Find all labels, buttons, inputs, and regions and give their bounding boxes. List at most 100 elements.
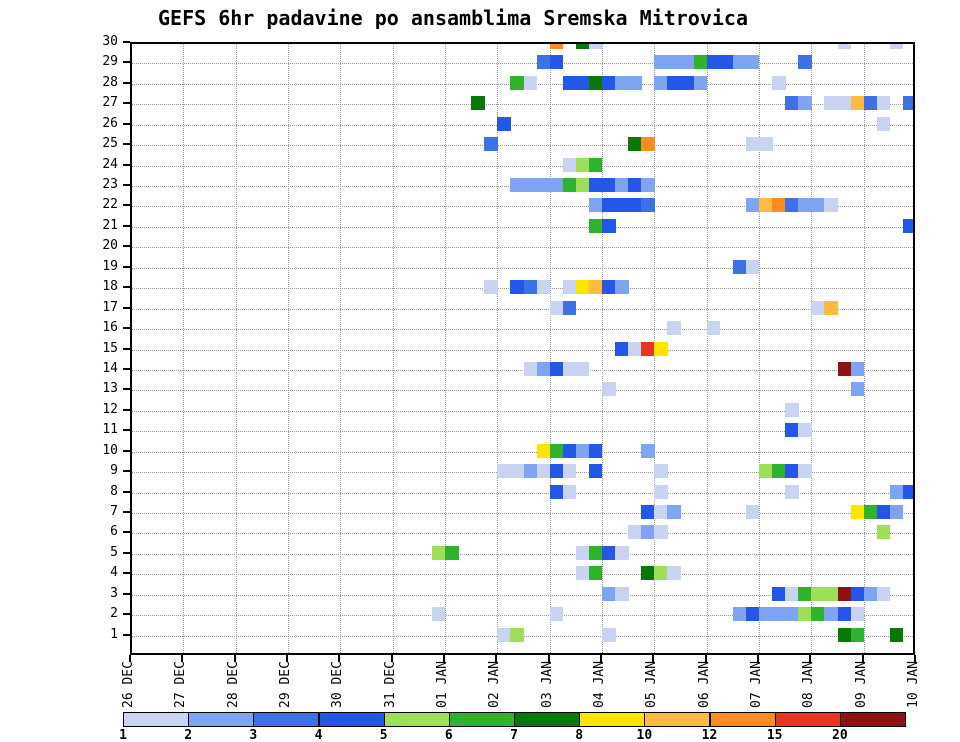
gridline-vertical [235, 44, 237, 653]
y-tick-label: 27 [102, 95, 118, 111]
heatmap-cell [549, 464, 564, 479]
heatmap-cell [811, 586, 825, 601]
heatmap-cell [549, 484, 564, 499]
heatmap-cell [837, 586, 852, 601]
y-tick-label: 24 [102, 156, 118, 172]
x-axis-tick [704, 655, 707, 662]
chart-title: GEFS 6hr padavine po ansamblima Sremska … [158, 6, 749, 30]
heatmap-cell [641, 443, 655, 458]
colorbar-label: 7 [510, 728, 518, 742]
x-axis-tick [286, 655, 288, 662]
y-axis-tick [123, 572, 130, 575]
gridline-vertical [288, 44, 289, 653]
x-axis-tick [495, 655, 498, 662]
gridline-vertical [706, 44, 708, 653]
heatmap-cell [536, 280, 551, 295]
y-axis-tick [123, 551, 130, 554]
y-tick-label: 3 [110, 585, 118, 601]
heatmap-cell [641, 137, 655, 152]
gridline-horizontal [132, 410, 913, 412]
heatmap-cell [772, 607, 786, 622]
heatmap-cell [863, 96, 878, 111]
heatmap-cell [510, 627, 524, 642]
heatmap-cell [641, 341, 655, 356]
y-axis-tick [123, 204, 130, 207]
heatmap-cell [745, 504, 760, 519]
gridline-horizontal [132, 390, 913, 392]
y-axis-tick [123, 306, 130, 309]
heatmap-cell [575, 44, 590, 49]
y-axis-tick [123, 531, 130, 534]
heatmap-cell [745, 198, 760, 213]
y-axis-tick [123, 408, 130, 411]
heatmap-cell [602, 545, 616, 560]
heatmap-cell [798, 464, 812, 479]
heatmap-cell [641, 525, 655, 540]
colorbar-label: 8 [575, 728, 584, 742]
heatmap-cell [667, 55, 681, 70]
heatmap-cell [588, 218, 603, 233]
heatmap-cell [811, 300, 825, 315]
y-axis-tick [123, 367, 130, 370]
heatmap-cell [667, 75, 681, 90]
heatmap-cell [536, 443, 551, 458]
heatmap-cell [562, 75, 577, 90]
heatmap-cell [602, 198, 616, 213]
heatmap-cell [824, 198, 838, 213]
heatmap-cell [549, 300, 564, 315]
heatmap-cell [745, 137, 760, 152]
colorbar-segment [644, 712, 711, 727]
y-tick-label: 11 [102, 422, 118, 438]
y-axis-tick [123, 327, 130, 330]
heatmap-cell [536, 464, 551, 479]
gridline-horizontal [132, 145, 913, 147]
y-tick-label: 20 [102, 238, 118, 254]
y-axis-tick [123, 449, 130, 452]
heatmap-cell [772, 586, 786, 601]
y-tick-label: 22 [102, 197, 118, 213]
x-tick-label: 09 JAN [853, 661, 869, 708]
heatmap-cell [667, 504, 681, 519]
y-tick-label: 13 [102, 381, 118, 397]
y-axis-tick [123, 510, 130, 513]
y-axis-tick [123, 429, 130, 432]
heatmap-cell [850, 627, 865, 642]
y-tick-label: 5 [110, 544, 118, 560]
heatmap-cell [876, 525, 891, 540]
y-axis-tick [123, 265, 130, 268]
heatmap-cell [602, 75, 616, 90]
heatmap-cell [798, 55, 812, 70]
gridline-horizontal [132, 349, 913, 351]
gridline-horizontal [132, 124, 913, 126]
heatmap-cell [745, 259, 760, 274]
heatmap-cell [588, 566, 603, 581]
heatmap-cell [536, 178, 551, 193]
heatmap-cell [785, 484, 799, 499]
x-axis-tick [600, 655, 602, 662]
heatmap-cell [850, 607, 865, 622]
heatmap-cell [641, 504, 655, 519]
heatmap-cell [588, 545, 603, 560]
heatmap-cell [654, 504, 668, 519]
heatmap-cell [562, 300, 577, 315]
colorbar-segment [123, 712, 190, 727]
colorbar-segment [579, 712, 646, 727]
y-axis-tick [123, 102, 130, 105]
x-axis-tick [914, 655, 916, 662]
y-tick-label: 8 [110, 483, 118, 499]
heatmap-cell [445, 545, 459, 560]
colorbar-label: 10 [636, 728, 653, 742]
colorbar-label: 12 [701, 728, 718, 742]
heatmap-cell [588, 178, 603, 193]
heatmap-cell [523, 178, 538, 193]
heatmap-cell [628, 198, 642, 213]
y-tick-label: 17 [102, 299, 118, 315]
heatmap-cell [719, 55, 734, 70]
y-axis-tick [123, 592, 130, 595]
heatmap-cell [824, 586, 838, 601]
y-axis-tick [123, 61, 130, 64]
heatmap-cell [536, 55, 551, 70]
heatmap-cell [785, 402, 799, 417]
heatmap-cell [575, 566, 590, 581]
heatmap-cell [615, 178, 629, 193]
